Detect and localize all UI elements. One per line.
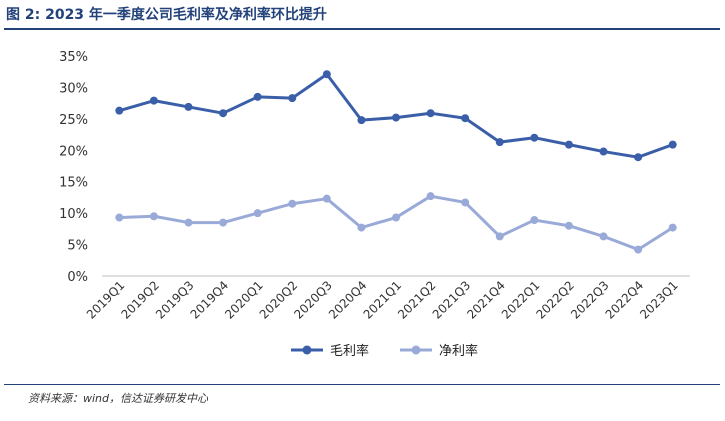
series-1-point	[461, 114, 470, 123]
series-2-point	[668, 223, 677, 232]
y-tick-label: 35%	[59, 50, 88, 65]
series-2-point	[564, 221, 573, 230]
legend-item-2: 净利率	[399, 340, 478, 359]
series-2-point	[115, 213, 124, 222]
figure-title: 图 2: 2023 年一季度公司毛利率及净利率环比提升	[6, 7, 327, 23]
series-1-point	[115, 106, 124, 115]
series-1-point	[184, 102, 193, 111]
y-tick-label: 5%	[67, 239, 88, 254]
series-2-point	[253, 209, 262, 218]
series-2-point	[357, 223, 366, 232]
y-tick-label: 10%	[59, 207, 88, 222]
series-1-point	[599, 147, 608, 156]
series-1-point	[564, 140, 573, 149]
series-2-point	[530, 216, 539, 225]
series-2-point	[322, 194, 331, 203]
series-2-point	[288, 199, 297, 208]
series-1-point	[219, 109, 228, 118]
y-tick-label: 20%	[59, 144, 88, 159]
series-1-point	[149, 96, 158, 105]
series-1-point	[288, 94, 297, 103]
source-note: 资料来源：wind，信达证券研发中心	[28, 392, 209, 405]
y-tick-label: 25%	[59, 113, 88, 128]
title-divider	[4, 28, 720, 30]
series-2-point	[426, 192, 435, 201]
series-2-point	[599, 232, 608, 241]
legend-label: 毛利率	[330, 344, 370, 359]
x-tick-label: 2023Q1	[637, 278, 681, 322]
y-tick-label: 30%	[59, 81, 88, 96]
series-2-point	[219, 218, 228, 227]
series-1-point	[392, 113, 400, 122]
series-2-point	[184, 218, 193, 227]
series-1-point	[426, 109, 435, 118]
line-chart: 0%5%10%15%20%25%30%35%2019Q12019Q22019Q3…	[59, 50, 690, 322]
legend-item-1: 毛利率	[290, 340, 369, 359]
series-line-2	[119, 194, 674, 252]
series-2-point	[392, 213, 400, 222]
series-1-point	[668, 140, 677, 149]
series-1-point	[530, 133, 539, 142]
series-1-point	[634, 153, 643, 162]
source-divider	[4, 384, 720, 385]
series-2-point	[461, 198, 470, 207]
y-tick-label: 15%	[59, 176, 88, 191]
series-2-point	[634, 245, 643, 254]
y-tick-label: 0%	[67, 270, 88, 285]
series-1-point	[357, 116, 366, 125]
series-2-point	[149, 212, 158, 221]
legend-swatch	[400, 345, 433, 354]
series-1-point	[322, 70, 331, 79]
series-1-point	[253, 92, 262, 101]
series-1-point	[495, 138, 504, 147]
legend-swatch	[291, 345, 323, 354]
chart-legend: 毛利率 净利率	[290, 340, 478, 359]
legend-label: 净利率	[439, 344, 479, 359]
series-2-point	[495, 232, 504, 241]
